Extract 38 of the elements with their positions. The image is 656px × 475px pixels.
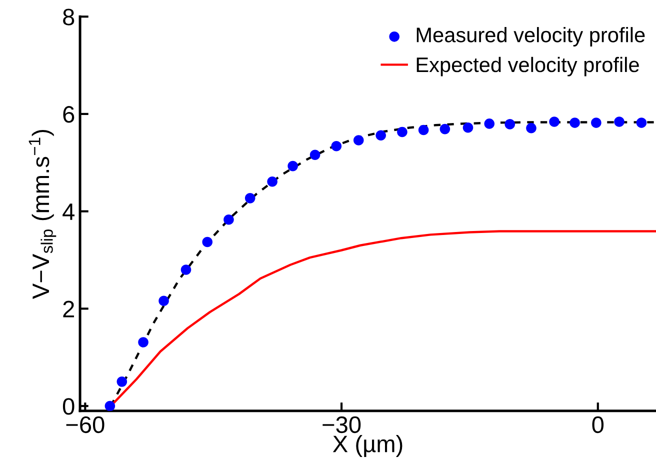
point bbox=[180, 264, 192, 275]
point bbox=[310, 150, 320, 160]
x-tick-label: −60 bbox=[66, 416, 104, 434]
legend-label: Expected velocity profile bbox=[416, 56, 639, 76]
point bbox=[376, 130, 386, 141]
point bbox=[636, 118, 647, 128]
point bbox=[288, 160, 298, 172]
y-tick-label: 4 bbox=[62, 204, 74, 220]
y-tick-label: 0 bbox=[62, 398, 74, 415]
x-tick-label: 0 bbox=[592, 416, 604, 434]
point bbox=[591, 118, 602, 128]
point bbox=[104, 400, 116, 411]
point bbox=[397, 126, 408, 138]
point bbox=[244, 193, 256, 204]
point bbox=[202, 236, 213, 248]
y-axis-title: V−V$_{slip}$ (mm.s$^{−1}$) bbox=[28, 130, 56, 299]
x-tick-label: −30 bbox=[322, 416, 361, 434]
point bbox=[418, 124, 429, 136]
point bbox=[331, 140, 342, 152]
y-tick-label: 2 bbox=[63, 300, 74, 318]
point bbox=[614, 116, 624, 127]
point bbox=[353, 135, 364, 146]
point bbox=[484, 118, 495, 129]
point bbox=[267, 176, 278, 187]
point bbox=[138, 337, 148, 348]
x-axis-title: X (µm) bbox=[332, 434, 402, 457]
point bbox=[504, 119, 516, 130]
y-tick-label: 6 bbox=[63, 106, 74, 123]
y-tick-label: 8 bbox=[63, 8, 74, 26]
point bbox=[570, 118, 580, 128]
point bbox=[440, 124, 450, 134]
legend-label: Measured velocity profile bbox=[416, 27, 645, 46]
point bbox=[462, 122, 474, 133]
point bbox=[158, 296, 169, 306]
point bbox=[224, 214, 234, 225]
point bbox=[526, 122, 536, 134]
point bbox=[549, 116, 560, 127]
point bbox=[116, 376, 128, 387]
